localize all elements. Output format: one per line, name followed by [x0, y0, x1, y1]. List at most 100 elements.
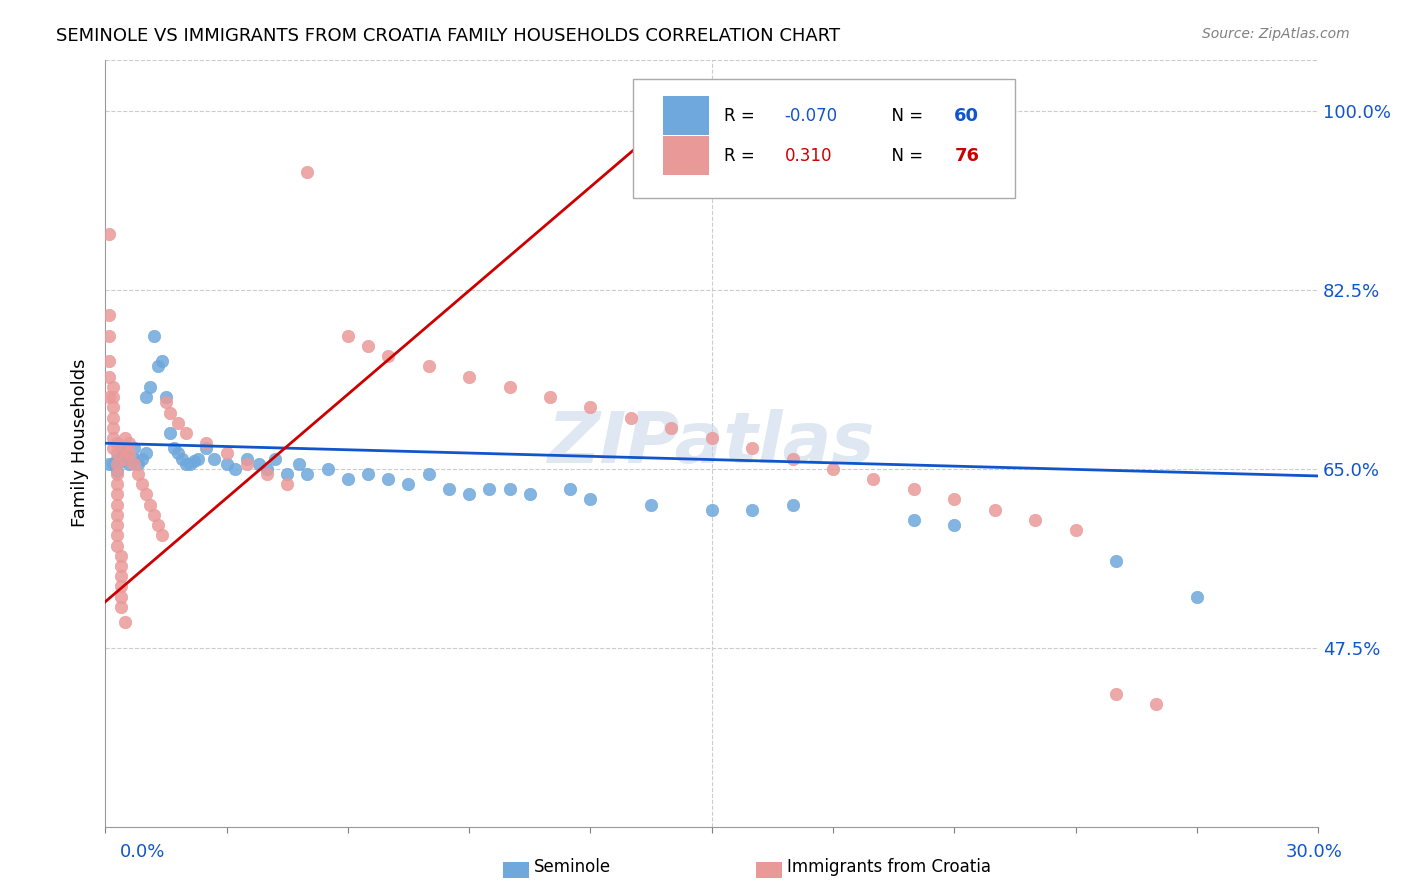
Point	[118, 457, 141, 471]
Point	[247, 457, 270, 471]
Point	[398, 477, 420, 491]
Point	[142, 328, 165, 343]
Point	[159, 405, 181, 419]
Point	[114, 451, 136, 466]
Text: R =: R =	[724, 146, 765, 164]
Point	[458, 487, 481, 501]
Point	[131, 477, 153, 491]
Point	[110, 590, 132, 604]
Bar	[664, 96, 709, 135]
Point	[155, 395, 177, 409]
Point	[741, 502, 763, 516]
Point	[105, 487, 128, 501]
Point	[357, 339, 380, 353]
Point	[114, 442, 136, 456]
Point	[142, 508, 165, 522]
Text: 60: 60	[955, 107, 979, 125]
Point	[105, 457, 128, 471]
Point	[118, 446, 141, 460]
Point	[782, 498, 804, 512]
Point	[110, 453, 132, 467]
Point	[122, 451, 145, 466]
Point	[159, 425, 181, 440]
Point	[105, 446, 128, 460]
Point	[498, 380, 520, 394]
Text: N =: N =	[882, 107, 929, 125]
Point	[297, 467, 319, 481]
Point	[150, 528, 173, 542]
Point	[264, 451, 287, 466]
Point	[336, 328, 359, 343]
Text: 0.0%: 0.0%	[120, 843, 165, 861]
Point	[377, 472, 399, 486]
Point	[276, 477, 298, 491]
Point	[821, 462, 844, 476]
Point	[943, 492, 966, 507]
Point	[700, 431, 723, 445]
Point	[105, 498, 128, 512]
Point	[418, 359, 440, 374]
Point	[357, 467, 380, 481]
Point	[276, 467, 298, 481]
Text: Seminole: Seminole	[534, 858, 612, 876]
Point	[114, 451, 136, 466]
Point	[163, 442, 186, 456]
Point	[146, 518, 169, 533]
Point	[288, 457, 311, 471]
Point	[903, 513, 925, 527]
Point	[122, 457, 145, 471]
Point	[127, 467, 149, 481]
Point	[110, 579, 132, 593]
Point	[110, 569, 132, 583]
Point	[105, 464, 128, 478]
Text: 0.310: 0.310	[785, 146, 832, 164]
Point	[235, 457, 257, 471]
Point	[183, 453, 205, 467]
Point	[105, 436, 128, 450]
Point	[138, 380, 160, 394]
Point	[700, 502, 723, 516]
Point	[135, 487, 157, 501]
Point	[903, 482, 925, 496]
Point	[110, 442, 132, 456]
Point	[155, 390, 177, 404]
Point	[256, 467, 278, 481]
Point	[458, 369, 481, 384]
Point	[579, 492, 602, 507]
Point	[316, 462, 339, 476]
Point	[103, 380, 125, 394]
Point	[98, 390, 121, 404]
Point	[179, 457, 201, 471]
Point	[297, 165, 319, 179]
Text: Source: ZipAtlas.com: Source: ZipAtlas.com	[1202, 27, 1350, 41]
Text: N =: N =	[882, 146, 929, 164]
Point	[418, 467, 440, 481]
Point	[943, 518, 966, 533]
Point	[114, 446, 136, 460]
Point	[478, 482, 501, 496]
Point	[195, 442, 218, 456]
Point	[256, 462, 278, 476]
Point	[146, 359, 169, 374]
Point	[135, 390, 157, 404]
Text: SEMINOLE VS IMMIGRANTS FROM CROATIA FAMILY HOUSEHOLDS CORRELATION CHART: SEMINOLE VS IMMIGRANTS FROM CROATIA FAMI…	[56, 27, 841, 45]
Point	[167, 416, 190, 430]
Point	[1185, 590, 1208, 604]
Point	[105, 528, 128, 542]
Point	[110, 549, 132, 563]
Point	[98, 457, 121, 471]
Point	[135, 446, 157, 460]
Point	[105, 467, 128, 481]
Point	[215, 446, 238, 460]
Point	[620, 410, 643, 425]
Point	[983, 502, 1005, 516]
Point	[114, 615, 136, 630]
Point	[437, 482, 460, 496]
Point	[640, 498, 662, 512]
Point	[215, 457, 238, 471]
Point	[138, 498, 160, 512]
Point	[110, 559, 132, 574]
Point	[103, 410, 125, 425]
Point	[377, 349, 399, 363]
Point	[538, 390, 561, 404]
